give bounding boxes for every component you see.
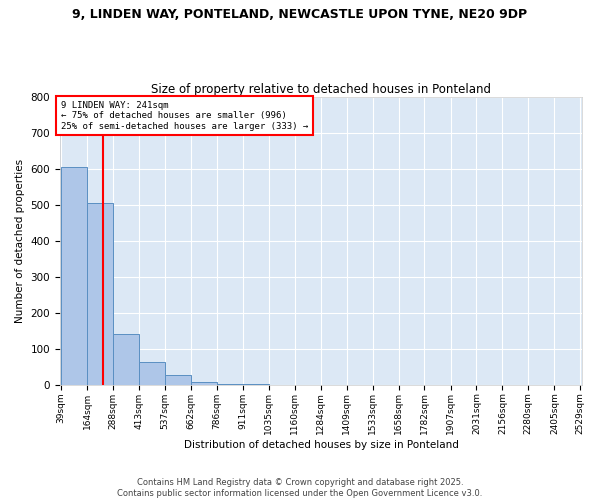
Y-axis label: Number of detached properties: Number of detached properties bbox=[15, 159, 25, 323]
Bar bbox=[165, 375, 191, 384]
Bar bbox=[61, 167, 87, 384]
Text: 9, LINDEN WAY, PONTELAND, NEWCASTLE UPON TYNE, NE20 9DP: 9, LINDEN WAY, PONTELAND, NEWCASTLE UPON… bbox=[73, 8, 527, 20]
Text: 9 LINDEN WAY: 241sqm
← 75% of detached houses are smaller (996)
25% of semi-deta: 9 LINDEN WAY: 241sqm ← 75% of detached h… bbox=[61, 101, 308, 130]
Text: Contains HM Land Registry data © Crown copyright and database right 2025.
Contai: Contains HM Land Registry data © Crown c… bbox=[118, 478, 482, 498]
Bar bbox=[87, 203, 113, 384]
Title: Size of property relative to detached houses in Ponteland: Size of property relative to detached ho… bbox=[151, 83, 491, 96]
X-axis label: Distribution of detached houses by size in Ponteland: Distribution of detached houses by size … bbox=[184, 440, 458, 450]
Bar bbox=[191, 382, 217, 384]
Bar bbox=[139, 362, 165, 384]
Bar bbox=[113, 334, 139, 384]
